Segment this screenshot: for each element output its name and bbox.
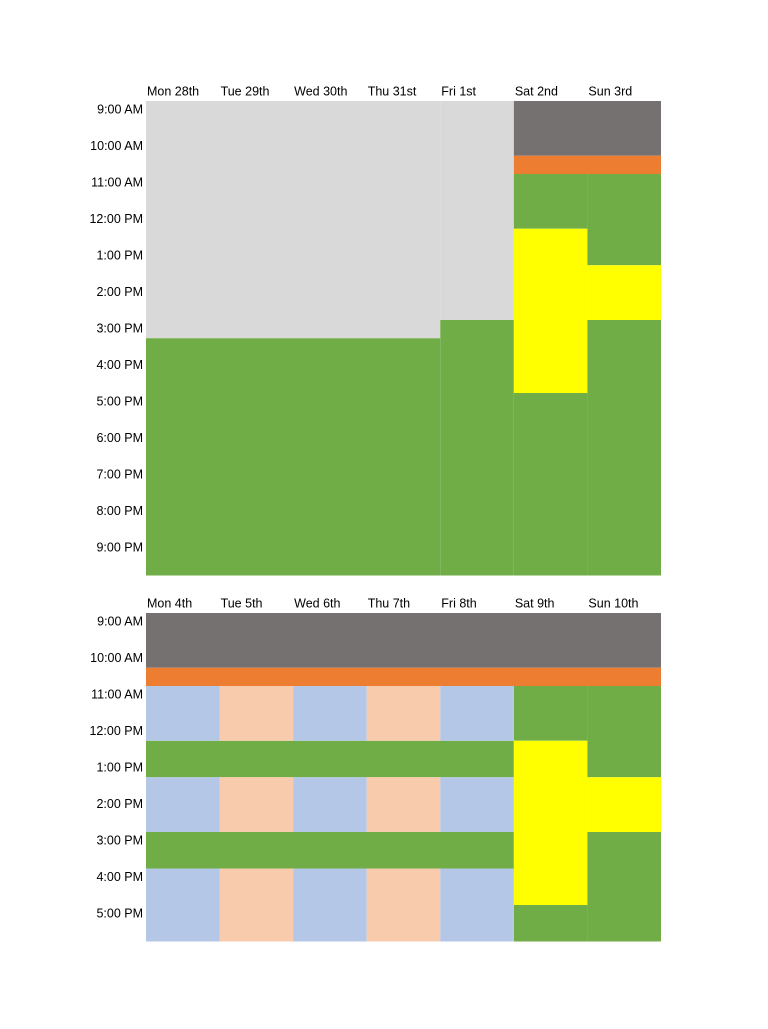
day-header: Wed 30th (294, 84, 347, 98)
day-header: Tue 29th (221, 84, 270, 98)
schedule-block (293, 686, 367, 741)
time-label: 10:00 AM (90, 651, 143, 665)
time-label: 3:00 PM (96, 321, 143, 335)
time-label: 11:00 AM (91, 175, 143, 189)
schedule-block (146, 613, 661, 668)
schedule-block (146, 101, 441, 339)
day-header: Sat 2nd (515, 84, 558, 98)
time-label: 4:00 PM (96, 870, 143, 884)
day-header: Sun 3rd (588, 84, 632, 98)
time-label: 1:00 PM (96, 760, 143, 774)
schedule-block (440, 101, 514, 320)
schedule-block (440, 686, 514, 741)
schedule-block (366, 868, 441, 942)
time-label: 9:00 AM (97, 614, 143, 628)
schedule-block (146, 740, 514, 778)
time-label: 5:00 PM (96, 906, 143, 920)
schedule-block (513, 101, 661, 156)
day-header: Mon 4th (147, 596, 192, 610)
time-label: 4:00 PM (96, 358, 143, 372)
schedule-block (293, 777, 367, 832)
time-label: 8:00 PM (96, 504, 143, 518)
time-label: 10:00 AM (90, 139, 143, 153)
schedule-block (587, 777, 661, 832)
schedule-block (146, 667, 661, 686)
day-header: Thu 7th (368, 596, 410, 610)
time-label: 5:00 PM (96, 394, 143, 408)
schedule-block (513, 174, 588, 229)
time-label: 7:00 PM (96, 467, 143, 481)
time-label: 2:00 PM (96, 285, 143, 299)
schedule-block (440, 777, 514, 832)
day-header: Tue 5th (221, 596, 263, 610)
schedule-block (513, 905, 588, 942)
schedule-block (587, 174, 661, 266)
schedule-block (587, 686, 661, 778)
schedule-block (146, 777, 220, 832)
time-label: 12:00 PM (89, 724, 143, 738)
time-label: 6:00 PM (96, 431, 143, 445)
time-label: 11:00 AM (91, 687, 143, 701)
schedule-block (513, 228, 588, 393)
time-label: 1:00 PM (96, 248, 143, 262)
day-header: Sun 10th (588, 596, 638, 610)
schedule-block (587, 265, 661, 320)
schedule-block (219, 686, 294, 741)
day-header: Fri 1st (441, 84, 476, 98)
schedule-block (513, 393, 588, 576)
time-label: 9:00 AM (97, 102, 143, 116)
schedule-block (440, 320, 514, 576)
schedule-block (146, 686, 220, 741)
schedule-block (513, 686, 588, 741)
time-label: 3:00 PM (96, 833, 143, 847)
time-label: 12:00 PM (89, 212, 143, 226)
schedule-block (366, 686, 441, 741)
schedule-block (219, 868, 294, 942)
day-header: Fri 8th (441, 596, 476, 610)
time-label: 2:00 PM (96, 797, 143, 811)
day-header: Wed 6th (294, 596, 340, 610)
schedule-block (146, 832, 514, 869)
day-header: Mon 28th (147, 84, 199, 98)
schedule-block (587, 320, 661, 576)
schedule-block (219, 777, 294, 832)
schedule-block (587, 832, 661, 942)
schedule-block (513, 740, 588, 905)
schedule-block (513, 155, 661, 174)
day-header: Sat 9th (515, 596, 555, 610)
schedule-block (440, 868, 514, 942)
schedule-block (146, 868, 220, 942)
time-label: 9:00 PM (96, 540, 143, 554)
schedule-block (293, 868, 367, 942)
schedule-block (366, 777, 441, 832)
day-header: Thu 31st (368, 84, 417, 98)
schedule-block (146, 338, 441, 576)
